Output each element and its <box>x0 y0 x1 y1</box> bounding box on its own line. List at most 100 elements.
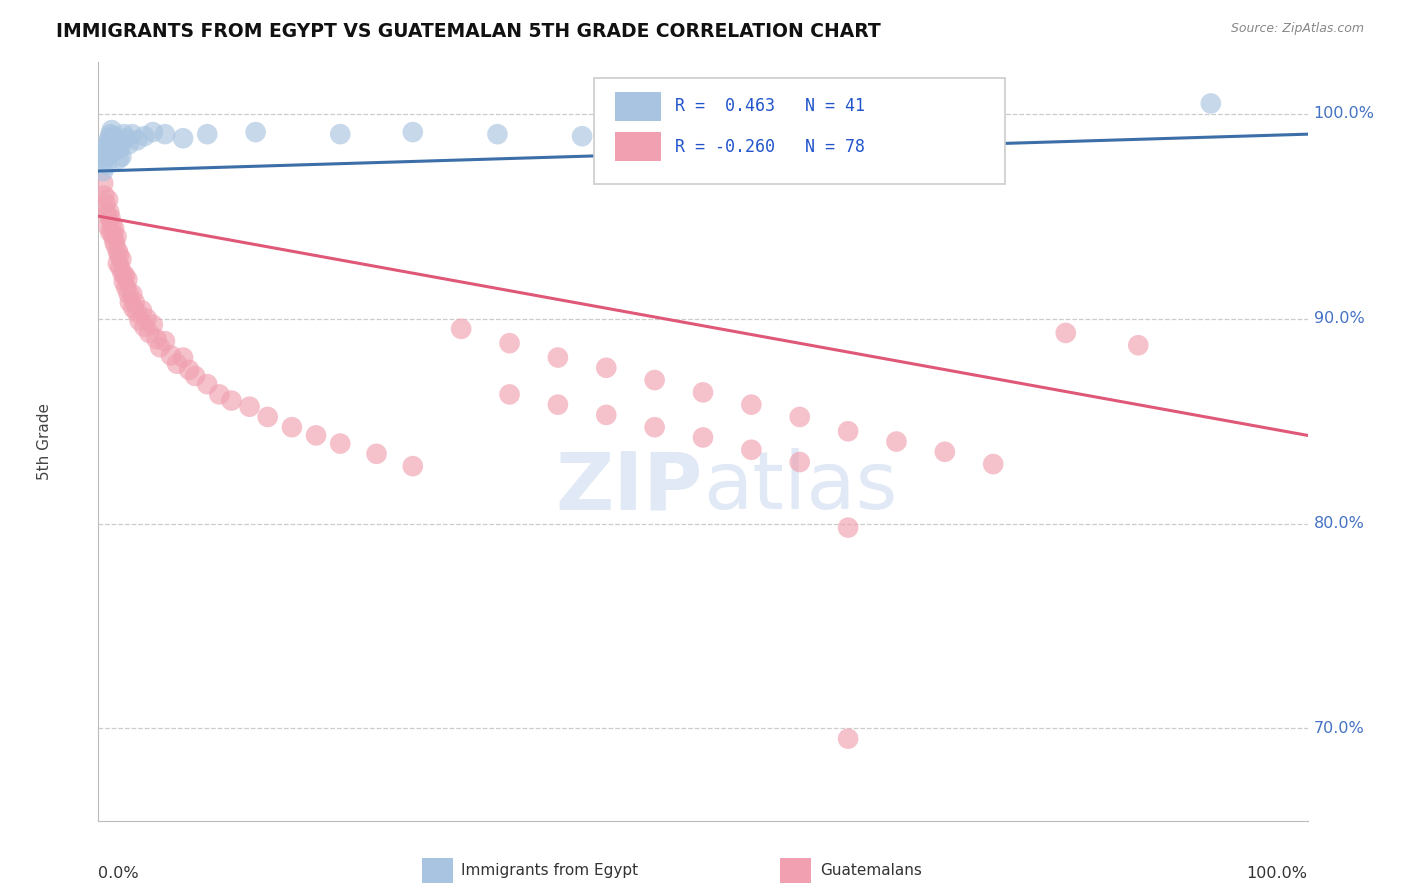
FancyBboxPatch shape <box>614 92 661 120</box>
Point <box>101 227 124 242</box>
Text: 90.0%: 90.0% <box>1313 311 1364 326</box>
Point <box>153 127 176 141</box>
Text: R =  0.463   N = 41: R = 0.463 N = 41 <box>675 97 865 115</box>
Point <box>644 373 666 387</box>
Point <box>131 303 153 318</box>
Point <box>179 363 201 377</box>
Point <box>547 398 569 412</box>
FancyBboxPatch shape <box>614 132 661 161</box>
Point <box>329 436 352 450</box>
Point <box>221 393 243 408</box>
Point <box>934 444 956 458</box>
Point <box>108 141 131 155</box>
Point <box>644 420 666 434</box>
Point <box>100 139 122 153</box>
FancyBboxPatch shape <box>595 78 1005 184</box>
Point <box>789 409 811 424</box>
Point <box>112 275 135 289</box>
Point <box>112 127 135 141</box>
Point <box>166 357 188 371</box>
Point <box>256 409 278 424</box>
Point <box>103 137 125 152</box>
Point <box>195 127 218 141</box>
Point <box>655 125 678 139</box>
Point <box>305 428 328 442</box>
Point <box>115 131 138 145</box>
Point <box>740 127 762 141</box>
Point <box>96 158 118 172</box>
Point <box>138 326 160 340</box>
Point <box>105 229 128 244</box>
Point <box>107 244 129 258</box>
Text: 5th Grade: 5th Grade <box>37 403 52 480</box>
Point <box>118 137 141 152</box>
Point <box>96 207 118 221</box>
Point <box>97 150 120 164</box>
Point <box>208 387 231 401</box>
Point <box>124 295 146 310</box>
Point <box>96 139 118 153</box>
Point <box>128 313 150 327</box>
Point <box>108 248 131 262</box>
Point <box>135 311 157 326</box>
Point <box>94 197 117 211</box>
Point <box>595 408 617 422</box>
Text: IMMIGRANTS FROM EGYPT VS GUATEMALAN 5TH GRADE CORRELATION CHART: IMMIGRANTS FROM EGYPT VS GUATEMALAN 5TH … <box>56 22 882 41</box>
Point <box>101 129 124 144</box>
Point <box>127 133 149 147</box>
Point <box>98 141 121 155</box>
Point <box>825 127 848 141</box>
Point <box>98 131 121 145</box>
Point <box>142 318 165 332</box>
Point <box>149 340 172 354</box>
Point <box>1054 326 1077 340</box>
Text: R = -0.260   N = 78: R = -0.260 N = 78 <box>675 137 865 155</box>
Point <box>134 129 156 144</box>
Point <box>740 442 762 457</box>
Point <box>245 125 267 139</box>
Point <box>100 217 122 231</box>
Point <box>142 125 165 139</box>
Point <box>486 127 509 141</box>
Point <box>94 145 117 160</box>
Point <box>100 127 122 141</box>
Point <box>153 334 176 348</box>
Point <box>121 287 143 301</box>
Point <box>121 127 143 141</box>
Point <box>100 123 122 137</box>
Text: Immigrants from Egypt: Immigrants from Egypt <box>461 863 638 878</box>
Point <box>97 219 120 234</box>
Text: 0.0%: 0.0% <box>98 866 139 881</box>
Point <box>134 319 156 334</box>
Point <box>111 267 134 281</box>
Point <box>110 150 132 164</box>
Point <box>145 332 167 346</box>
Point <box>118 287 141 301</box>
Point <box>450 322 472 336</box>
Point <box>329 127 352 141</box>
Point <box>103 234 125 248</box>
Point <box>105 133 128 147</box>
Point <box>740 398 762 412</box>
Text: 100.0%: 100.0% <box>1313 106 1375 121</box>
Point <box>837 520 859 534</box>
Point <box>837 731 859 746</box>
Point <box>692 430 714 444</box>
Point <box>103 221 125 235</box>
Point <box>100 133 122 147</box>
Point <box>1199 96 1222 111</box>
Point <box>498 336 520 351</box>
Point <box>104 144 127 158</box>
Point <box>981 457 1004 471</box>
Point <box>160 349 183 363</box>
Point <box>118 295 141 310</box>
Point <box>172 131 194 145</box>
Point <box>108 260 131 275</box>
Point <box>498 387 520 401</box>
Point <box>108 152 131 166</box>
Point <box>114 268 136 283</box>
Point <box>104 237 127 252</box>
Point <box>547 351 569 365</box>
Point <box>195 377 218 392</box>
Point <box>100 211 122 226</box>
